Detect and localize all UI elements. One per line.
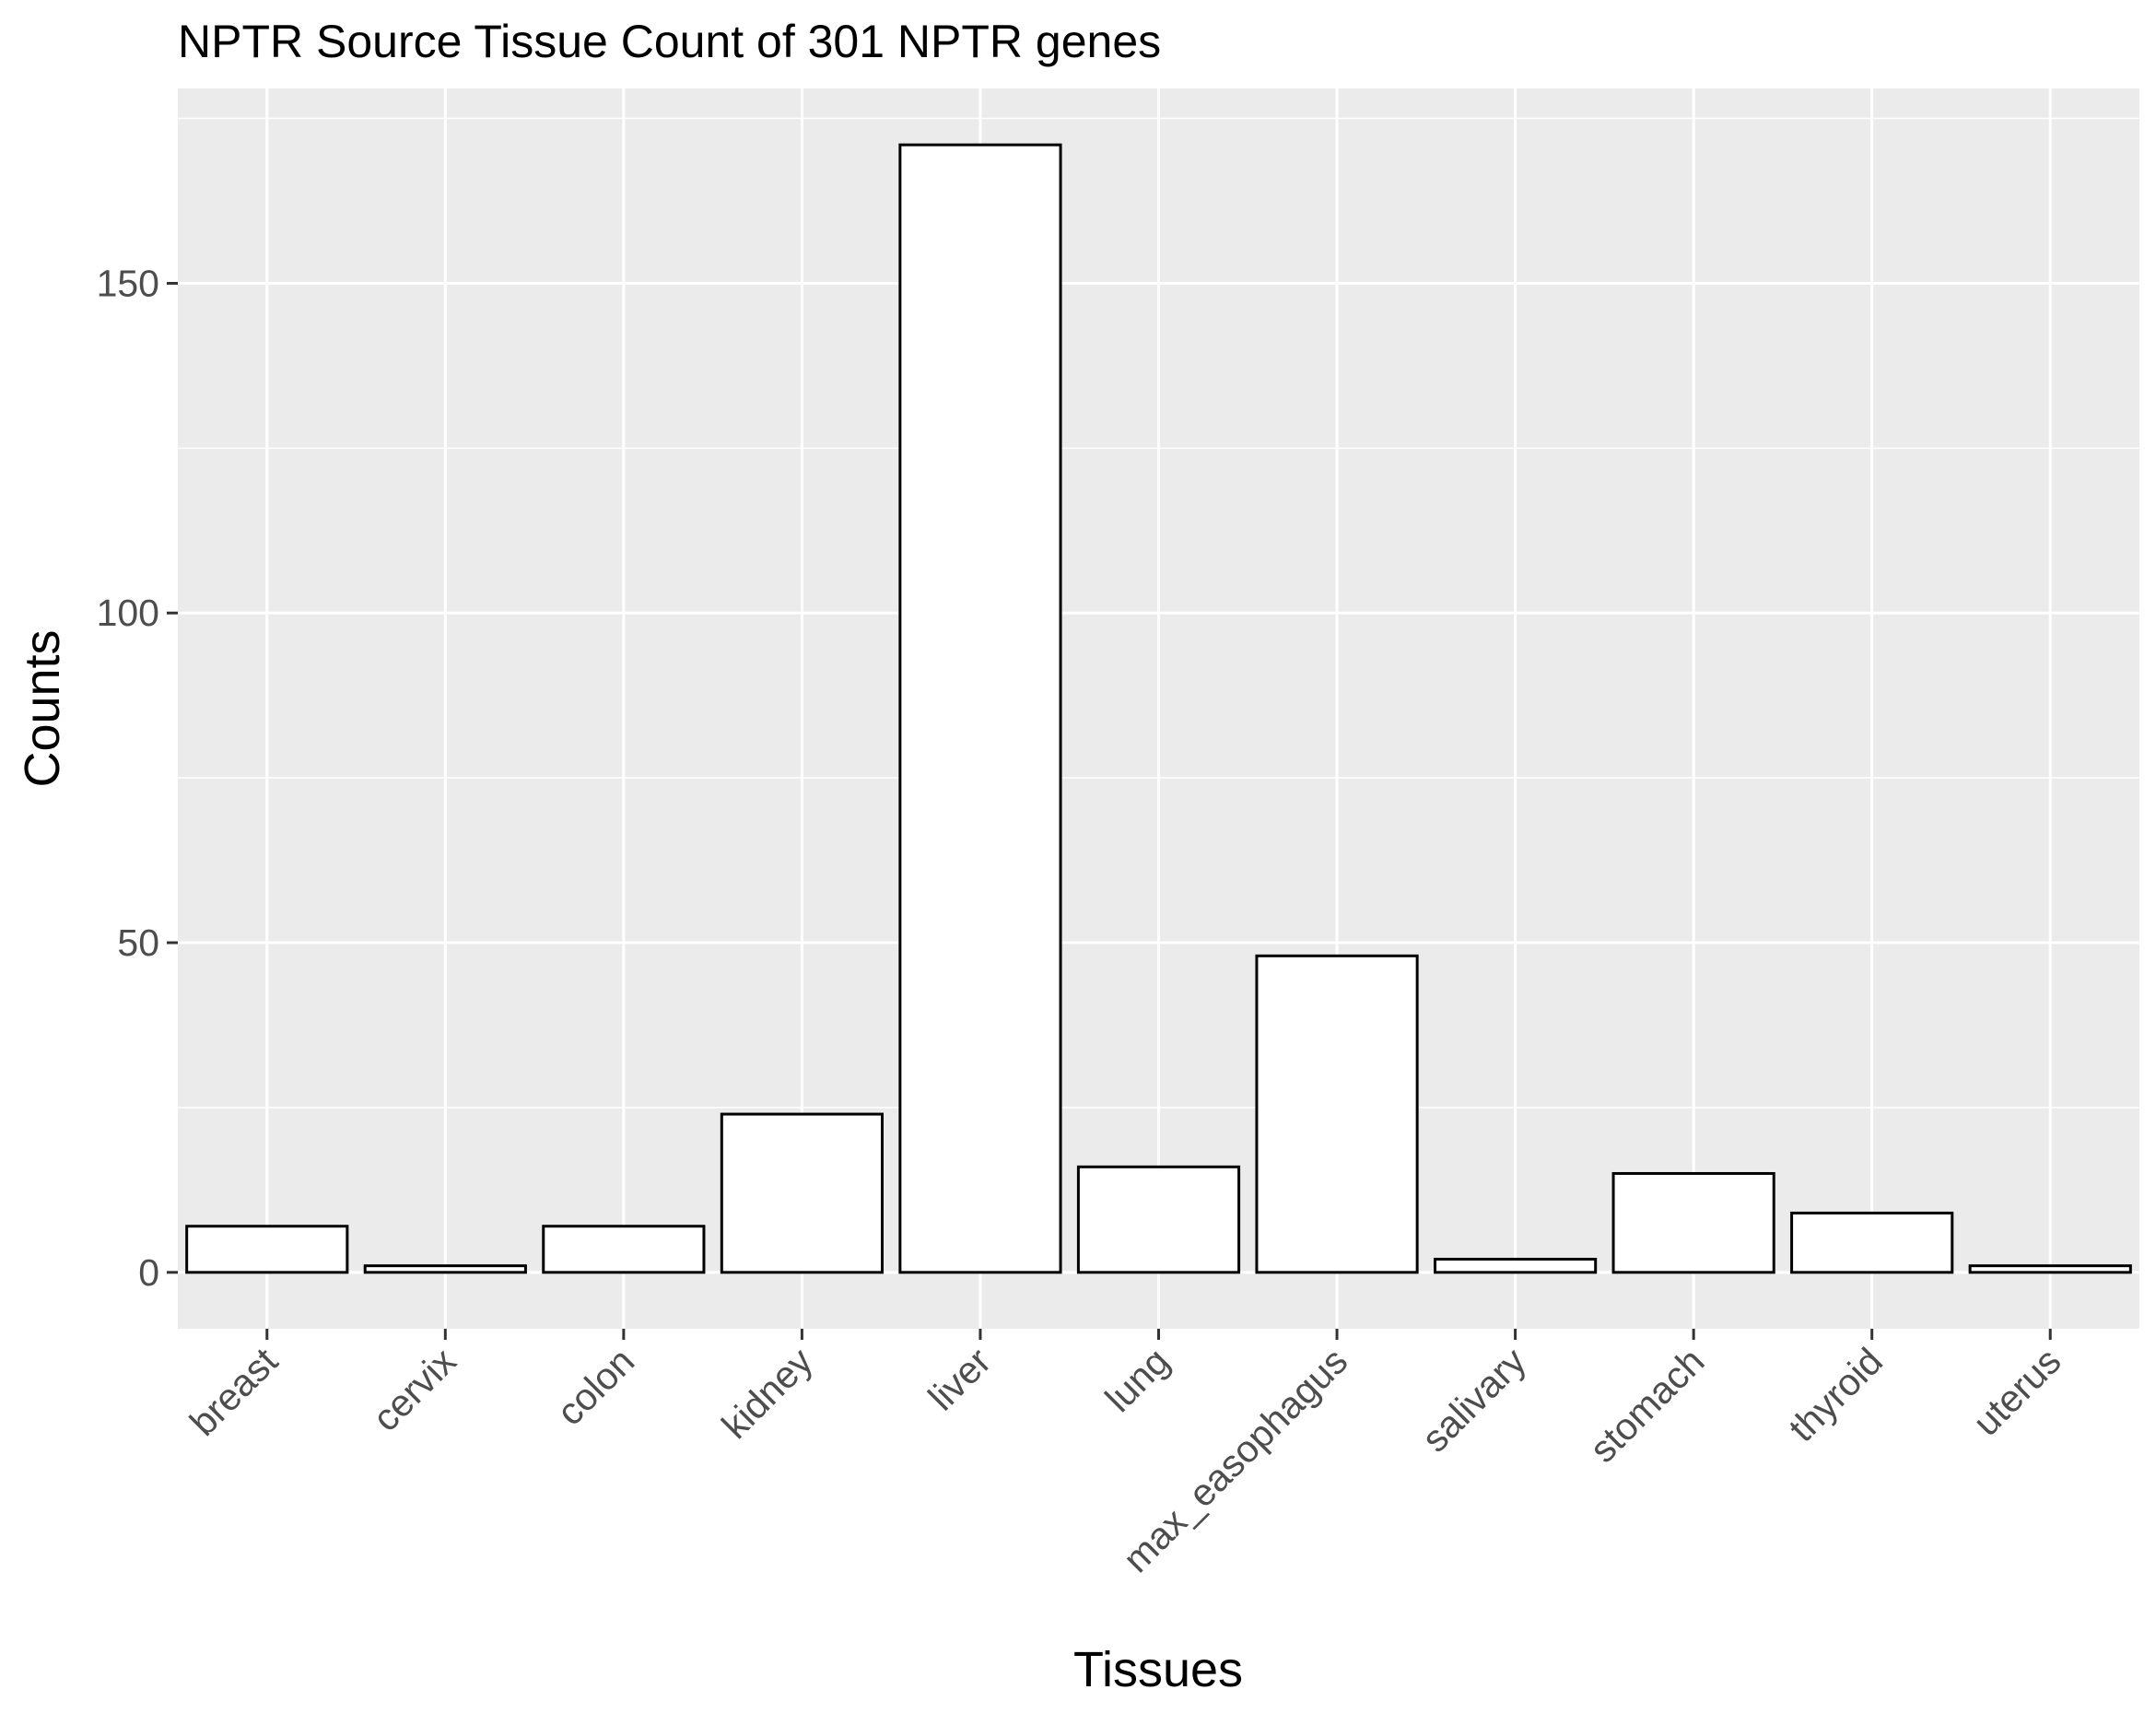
bar-colon — [542, 1225, 706, 1274]
bar-stomach — [1611, 1171, 1775, 1274]
grid-major — [178, 88, 2139, 1329]
x-axis: breast cervix colon kidney liver lungmax_easo… — [182, 1329, 2069, 1580]
bar-cervix — [363, 1264, 527, 1274]
bar-lung — [1076, 1165, 1241, 1274]
y-tick-label: 0 — [138, 1251, 159, 1294]
chart-title: NPTR Source Tissue Count of 301 NPTR gen… — [178, 16, 1161, 67]
y-tick-label: 150 — [97, 262, 159, 304]
bar-max_easophagus — [1255, 954, 1419, 1274]
bar-salivary — [1433, 1258, 1598, 1274]
x-tick-label: lung — [1097, 1340, 1178, 1420]
x-tick-label: salivary — [1413, 1339, 1534, 1460]
x-axis-title: Tissues — [1073, 1642, 1243, 1697]
y-tick-label: 50 — [117, 921, 159, 964]
x-tick-label: cervix — [364, 1339, 464, 1439]
bar-breast — [185, 1225, 349, 1274]
bar-liver — [898, 143, 1062, 1274]
bar-kidney — [720, 1112, 885, 1274]
x-tick-label: uterus — [1964, 1340, 2068, 1444]
x-tick-label: stomach — [1581, 1340, 1712, 1471]
x-tick-label: breast — [182, 1339, 287, 1444]
x-tick-label: liver — [920, 1340, 1000, 1419]
y-axis: 0 50 100 150 — [97, 262, 178, 1294]
x-tick-label: kidney — [713, 1339, 821, 1447]
bar-thyroid — [1790, 1211, 1954, 1274]
bars — [185, 143, 2132, 1274]
x-tick-label: thyroid — [1781, 1340, 1892, 1450]
bar-uterus — [1968, 1264, 2132, 1274]
y-axis-title: Counts — [15, 629, 70, 787]
x-tick-label: colon — [548, 1340, 642, 1434]
y-tick-label: 100 — [97, 592, 159, 634]
